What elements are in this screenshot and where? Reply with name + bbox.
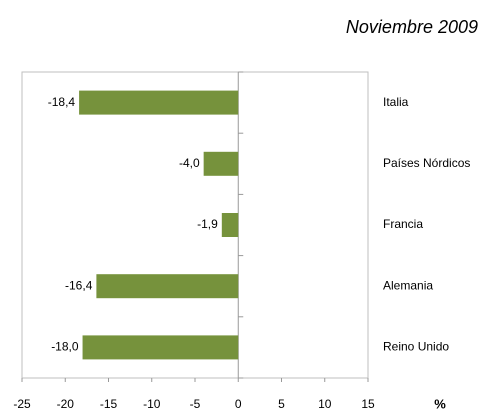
x-axis-label: % (434, 396, 446, 411)
x-tick-label: -25 (13, 397, 31, 411)
value-label: -18,0 (51, 340, 79, 354)
bar (79, 90, 239, 115)
category-label: Reino Unido (383, 340, 449, 354)
x-tick-label: 15 (361, 397, 375, 411)
x-tick-label: 0 (235, 397, 242, 411)
category-label: Países Nórdicos (383, 156, 470, 170)
chart-title: Noviembre 2009 (346, 17, 478, 37)
x-tick-label: 10 (318, 397, 332, 411)
x-tick-label: -15 (100, 397, 118, 411)
x-tick-label: -20 (57, 397, 75, 411)
category-label: Francia (383, 217, 423, 231)
value-label: -16,4 (65, 278, 93, 292)
x-tick-label: -5 (190, 397, 201, 411)
value-label: -1,9 (197, 217, 218, 231)
x-tick-label: 5 (278, 397, 285, 411)
category-label: Alemania (383, 278, 433, 292)
bar (221, 213, 239, 237)
bar (203, 151, 239, 176)
bar (96, 274, 239, 299)
plot-frame (21, 71, 369, 379)
value-label: -18,4 (48, 95, 76, 109)
x-tick-label: -10 (143, 397, 161, 411)
value-label: -4,0 (179, 156, 200, 170)
category-label: Italia (383, 95, 409, 109)
bar (82, 335, 239, 360)
